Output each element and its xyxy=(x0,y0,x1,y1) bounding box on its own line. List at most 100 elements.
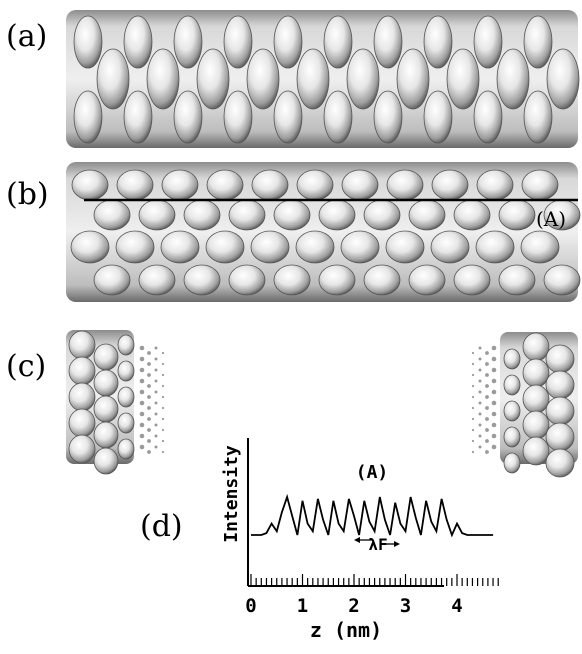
isosurface-fragment xyxy=(154,368,158,372)
isosurface-lobe xyxy=(523,15,553,69)
isosurface-lobe xyxy=(503,452,521,474)
isosurface-fragment xyxy=(491,389,497,395)
isosurface-fragment xyxy=(471,406,475,410)
isosurface-lobe xyxy=(93,264,131,296)
isosurface-lobe xyxy=(93,421,119,449)
isosurface-lobe xyxy=(273,15,303,69)
isosurface-lobe xyxy=(408,264,446,296)
isosurface-lobe xyxy=(196,48,230,110)
isosurface-fragment xyxy=(139,345,145,351)
isosurface-lobe xyxy=(138,199,176,231)
isosurface-lobe xyxy=(475,230,515,264)
isosurface-fragment xyxy=(161,450,165,454)
isosurface-lobe xyxy=(323,15,353,69)
isosurface-fragment xyxy=(154,434,158,438)
isosurface-lobe xyxy=(341,169,379,201)
isosurface-lobe xyxy=(522,358,550,388)
isosurface-fragment xyxy=(161,362,165,366)
isosurface-lobe xyxy=(206,169,244,201)
isosurface-fragment xyxy=(478,401,482,405)
isosurface-lobe xyxy=(503,426,521,448)
isosurface-lobe xyxy=(431,169,469,201)
isosurface-lobe xyxy=(93,395,119,423)
panel-label-b: (b) xyxy=(6,177,49,212)
isosurface-fragment xyxy=(147,395,151,399)
isosurface-fragment xyxy=(161,417,165,421)
isosurface-lobe xyxy=(476,169,514,201)
isosurface-lobe xyxy=(251,169,289,201)
isosurface-lobe xyxy=(123,15,153,69)
isosurface-fragment xyxy=(154,357,158,361)
isosurface-lobe xyxy=(423,15,453,69)
isosurface-lobe xyxy=(340,230,380,264)
isosurface-fragment xyxy=(161,439,165,443)
isosurface-lobe xyxy=(318,199,356,231)
isosurface-fragment xyxy=(485,395,489,399)
wavelength-label: λF xyxy=(368,535,387,554)
isosurface-lobe xyxy=(73,90,103,144)
isosurface-fragment xyxy=(491,411,497,417)
isosurface-fragment xyxy=(139,422,145,428)
isosurface-lobe xyxy=(173,15,203,69)
isosurface-lobe xyxy=(520,230,560,264)
isosurface-lobe xyxy=(522,384,550,414)
isosurface-lobe xyxy=(115,230,155,264)
intensity-plot: 0 1 2 3 4 (A) z (nm) Intensity λF xyxy=(221,438,499,642)
isosurface-fragment xyxy=(139,411,145,417)
isosurface-lobe xyxy=(318,264,356,296)
isosurface-fragment xyxy=(485,351,489,355)
isosurface-fragment xyxy=(485,373,489,377)
x-tick-label: 3 xyxy=(400,595,411,617)
isosurface-lobe xyxy=(545,396,575,426)
panel-label-a: (a) xyxy=(6,19,48,54)
isosurface-fragment xyxy=(471,450,475,454)
isosurface-lobe xyxy=(273,199,311,231)
line-a-label: (A) xyxy=(536,207,566,231)
isosurface-lobe xyxy=(522,410,550,440)
isosurface-lobe xyxy=(68,356,96,386)
isosurface-fragment xyxy=(478,390,482,394)
isosurface-fragment xyxy=(161,406,165,410)
isosurface-fragment xyxy=(491,367,497,373)
isosurface-lobe xyxy=(373,15,403,69)
isosurface-lobe xyxy=(71,169,109,201)
isosurface-lobe xyxy=(521,169,559,201)
isosurface-fragment xyxy=(485,417,489,421)
isosurface-fragment xyxy=(139,433,145,439)
isosurface-lobe xyxy=(295,230,335,264)
x-tick-label: 4 xyxy=(451,595,462,617)
isosurface-fragment xyxy=(471,439,475,443)
isosurface-fragment xyxy=(161,384,165,388)
isosurface-lobe xyxy=(496,48,530,110)
isosurface-lobe xyxy=(73,15,103,69)
isosurface-lobe xyxy=(93,369,119,397)
isosurface-fragment xyxy=(147,428,151,432)
isosurface-lobe xyxy=(183,199,221,231)
isosurface-fragment xyxy=(161,373,165,377)
isosurface-fragment xyxy=(491,345,497,351)
isosurface-fragment xyxy=(139,367,145,373)
isosurface-lobe xyxy=(273,90,303,144)
isosurface-lobe xyxy=(228,264,266,296)
isosurface-fragment xyxy=(147,450,151,454)
isosurface-lobe xyxy=(363,264,401,296)
panel-label-d: (d) xyxy=(140,509,183,544)
isosurface-fragment xyxy=(154,445,158,449)
chart-title: (A) xyxy=(356,462,389,483)
nanotube-c-left-image xyxy=(66,330,165,475)
isosurface-lobe xyxy=(503,348,521,370)
isosurface-lobe xyxy=(93,343,119,371)
isosurface-lobe xyxy=(423,90,453,144)
isosurface-lobe xyxy=(250,230,290,264)
isosurface-fragment xyxy=(139,378,145,384)
isosurface-lobe xyxy=(205,230,245,264)
isosurface-fragment xyxy=(471,417,475,421)
isosurface-fragment xyxy=(485,406,489,410)
isosurface-lobe xyxy=(296,169,334,201)
isosurface-fragment xyxy=(161,395,165,399)
isosurface-lobe xyxy=(117,386,135,408)
isosurface-lobe xyxy=(160,230,200,264)
isosurface-fragment xyxy=(154,390,158,394)
isosurface-lobe xyxy=(522,332,550,362)
